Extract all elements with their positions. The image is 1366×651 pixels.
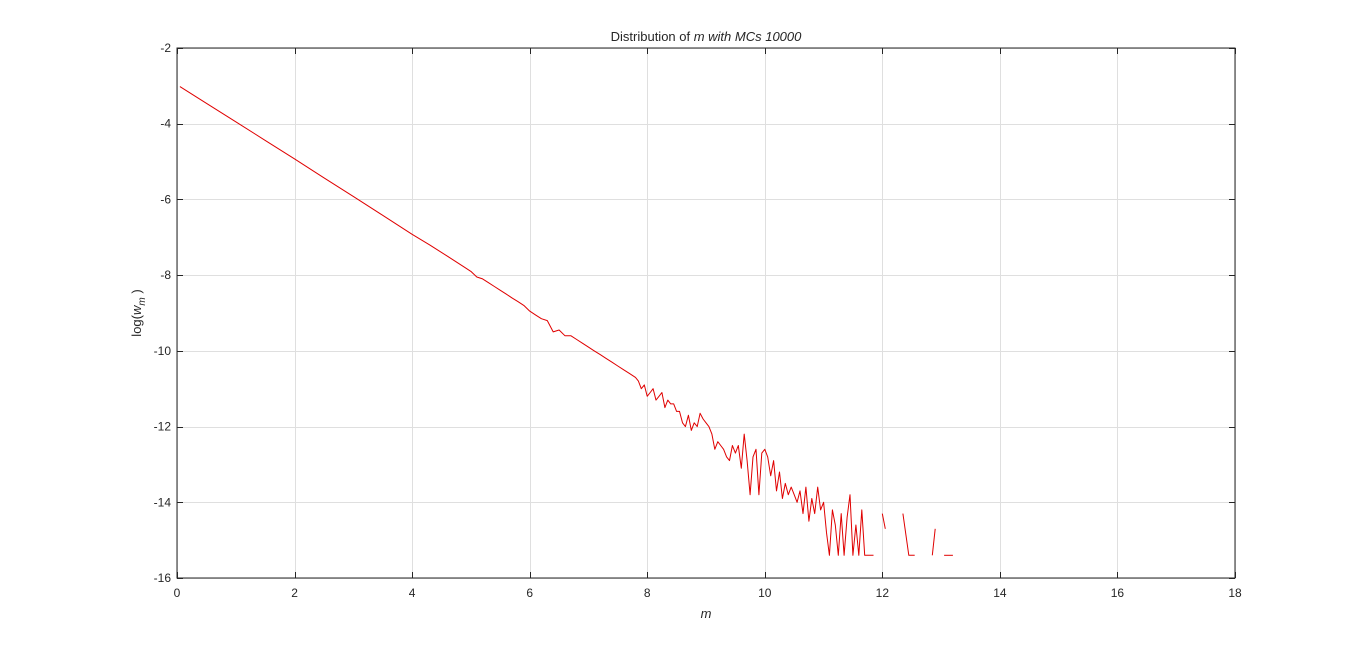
y-tick-label: -10 [154, 344, 172, 358]
y-axis-label: log(wm ) [129, 289, 148, 336]
y-tick-label: -14 [154, 495, 172, 509]
x-tick-label: 2 [291, 586, 298, 600]
plot-area-background [177, 48, 1235, 578]
y-tick-label: -12 [154, 420, 172, 434]
series-line-segment [902, 513, 915, 556]
series-line-segment [931, 528, 936, 556]
axis-ticks [177, 48, 1236, 579]
x-axis-label: m [701, 606, 712, 621]
y-axis-label-prefix: log( [129, 314, 144, 336]
y-tick-label: -4 [160, 117, 171, 131]
x-tick-label: 16 [1111, 586, 1125, 600]
series-line-segment [179, 86, 874, 556]
x-tick-label: 8 [644, 586, 651, 600]
plot-frame [176, 47, 1236, 579]
tick-labels: 0 2 4 6 8 10 12 14 16 18 -2 -4 -6 -8 -10 -12 -14 -16 [154, 41, 1242, 600]
chart-title-prefix: Distribution of [611, 29, 694, 44]
y-tick-label: -6 [160, 192, 171, 206]
chart-title-italic: m with MCs 10000 [694, 29, 802, 44]
y-tick-label: -8 [160, 268, 171, 282]
y-axis-label-suffix: ) [129, 289, 144, 297]
x-tick-label: 6 [526, 586, 533, 600]
x-tick-label: 10 [758, 586, 772, 600]
y-tick-label: -2 [160, 41, 171, 55]
series-line-segment [881, 513, 886, 529]
x-tick-label: 14 [993, 586, 1007, 600]
series-lines [179, 86, 953, 556]
y-axis-label-symbol: w [129, 304, 144, 315]
y-axis-label-subscript: m [137, 297, 148, 305]
chart-title: Distribution of m with MCs 10000 [611, 29, 803, 44]
x-tick-label: 18 [1228, 586, 1242, 600]
x-tick-label: 12 [876, 586, 890, 600]
x-tick-label: 0 [174, 586, 181, 600]
x-tick-label: 4 [409, 586, 416, 600]
y-tick-label: -16 [154, 571, 172, 585]
